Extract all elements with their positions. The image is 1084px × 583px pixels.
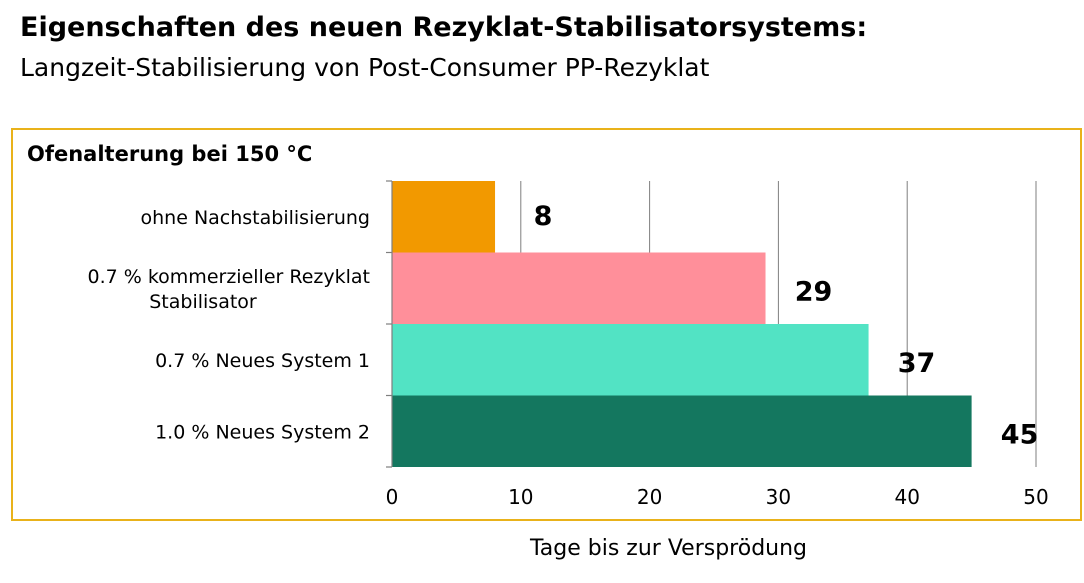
axes <box>386 180 393 468</box>
x-tick-label: 50 <box>1023 485 1048 509</box>
data-label: 8 <box>534 201 553 232</box>
category-label: Stabilisator <box>149 291 257 313</box>
data-label: 29 <box>795 276 833 307</box>
bar <box>392 181 496 253</box>
x-tick-label: 0 <box>386 485 399 509</box>
x-tick-label: 40 <box>894 485 919 509</box>
x-tick-label: 30 <box>766 485 791 509</box>
x-tick-label: 10 <box>508 485 533 509</box>
chart-title: Ofenalterung bei 150 °C <box>27 142 313 166</box>
bars <box>392 181 972 467</box>
chart-frame <box>11 128 1082 521</box>
x-tick-label: 20 <box>637 485 662 509</box>
page-title: Eigenschaften des neuen Rezyklat-Stabili… <box>20 12 868 43</box>
category-label: 0.7 % Neues System 1 <box>155 350 370 372</box>
bar <box>392 324 869 396</box>
data-label: 45 <box>1001 419 1039 450</box>
data-label: 37 <box>898 348 936 379</box>
labels: 0 10 20 30 40 50 ohne Nachstabilisierung 0.7 % … <box>88 201 1049 509</box>
category-label: ohne Nachstabilisierung <box>141 207 371 229</box>
category-label: 1.0 % Neues System 2 <box>155 421 370 443</box>
page-subtitle: Langzeit-Stabilisierung von Post-Consume… <box>20 53 710 82</box>
bar <box>392 252 766 324</box>
category-label: 0.7 % kommerzieller Rezyklat <box>88 266 371 288</box>
bar <box>392 395 972 467</box>
x-axis-title: Tage bis zur Versprödung <box>530 536 808 561</box>
